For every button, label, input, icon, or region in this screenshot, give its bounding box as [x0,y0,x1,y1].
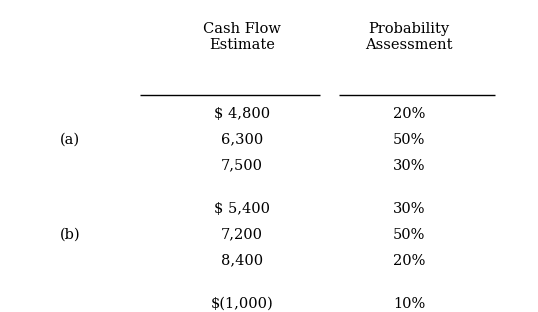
Text: $ 4,800: $ 4,800 [214,107,270,121]
Text: 30%: 30% [393,159,425,173]
Text: 50%: 50% [393,133,425,147]
Text: (b): (b) [60,228,80,241]
Text: $(1,000): $(1,000) [211,297,273,310]
Text: 8,400: 8,400 [221,254,263,267]
Text: 7,500: 7,500 [221,159,263,173]
Text: 30%: 30% [393,202,425,216]
Text: (a): (a) [60,133,80,147]
Text: Probability
Assessment: Probability Assessment [365,22,452,52]
Text: 7,200: 7,200 [221,228,263,241]
Text: 10%: 10% [393,297,425,310]
Text: 20%: 20% [393,254,425,267]
Text: 20%: 20% [393,107,425,121]
Text: 50%: 50% [393,228,425,241]
Text: 6,300: 6,300 [221,133,263,147]
Text: Cash Flow
Estimate: Cash Flow Estimate [203,22,281,52]
Text: $ 5,400: $ 5,400 [214,202,270,216]
